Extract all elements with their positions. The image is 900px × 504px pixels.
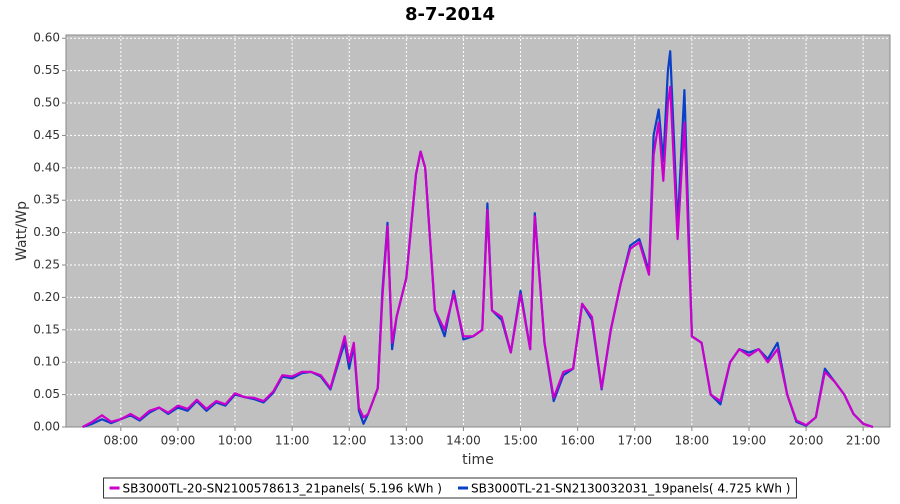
chart-title: 8-7-2014 <box>405 4 495 25</box>
y-tick-label: 0.30 <box>33 225 60 239</box>
y-tick-label: 0.50 <box>33 96 60 110</box>
x-tick-label: 15:00 <box>503 434 538 448</box>
y-tick-label: 0.25 <box>33 258 60 272</box>
y-tick-label: 0.15 <box>33 322 60 336</box>
x-tick-label: 08:00 <box>104 434 139 448</box>
y-axis-label: Watt/Wp <box>14 201 30 261</box>
x-tick-label: 19:00 <box>732 434 767 448</box>
plot-border <box>65 34 891 428</box>
y-tick-label: 0.10 <box>33 355 60 369</box>
legend-box <box>103 477 797 499</box>
x-tick-label: 09:00 <box>161 434 196 448</box>
y-tick-label: 0.05 <box>33 387 60 401</box>
x-tick-label: 18:00 <box>675 434 710 448</box>
y-tick-label: 0.60 <box>33 31 60 45</box>
x-tick-label: 17:00 <box>617 434 652 448</box>
y-tick-label: 0.40 <box>33 160 60 174</box>
y-tick-label: 0.20 <box>33 290 60 304</box>
y-tick-label: 0.45 <box>33 128 60 142</box>
x-tick-label: 16:00 <box>560 434 595 448</box>
y-tick-label: 0.35 <box>33 193 60 207</box>
x-tick-label: 13:00 <box>389 434 424 448</box>
x-axis-label: time <box>462 452 494 468</box>
x-tick-label: 14:00 <box>446 434 481 448</box>
x-tick-label: 10:00 <box>218 434 253 448</box>
x-tick-label: 21:00 <box>846 434 881 448</box>
x-tick-label: 11:00 <box>275 434 310 448</box>
x-tick-label: 20:00 <box>789 434 824 448</box>
series-line <box>82 85 874 429</box>
y-tick-label: 0.00 <box>33 420 60 434</box>
x-tick-label: 12:00 <box>332 434 367 448</box>
legend-label: SB3000TL-21-SN2130032031_19panels( 4.725… <box>471 482 790 496</box>
plot-area <box>66 35 890 427</box>
legend: SB3000TL-20-SN2100578613_21panels( 5.196… <box>103 477 797 499</box>
y-tick-label: 0.55 <box>33 63 60 77</box>
legend-label: SB3000TL-20-SN2100578613_21panels( 5.196… <box>123 482 442 496</box>
